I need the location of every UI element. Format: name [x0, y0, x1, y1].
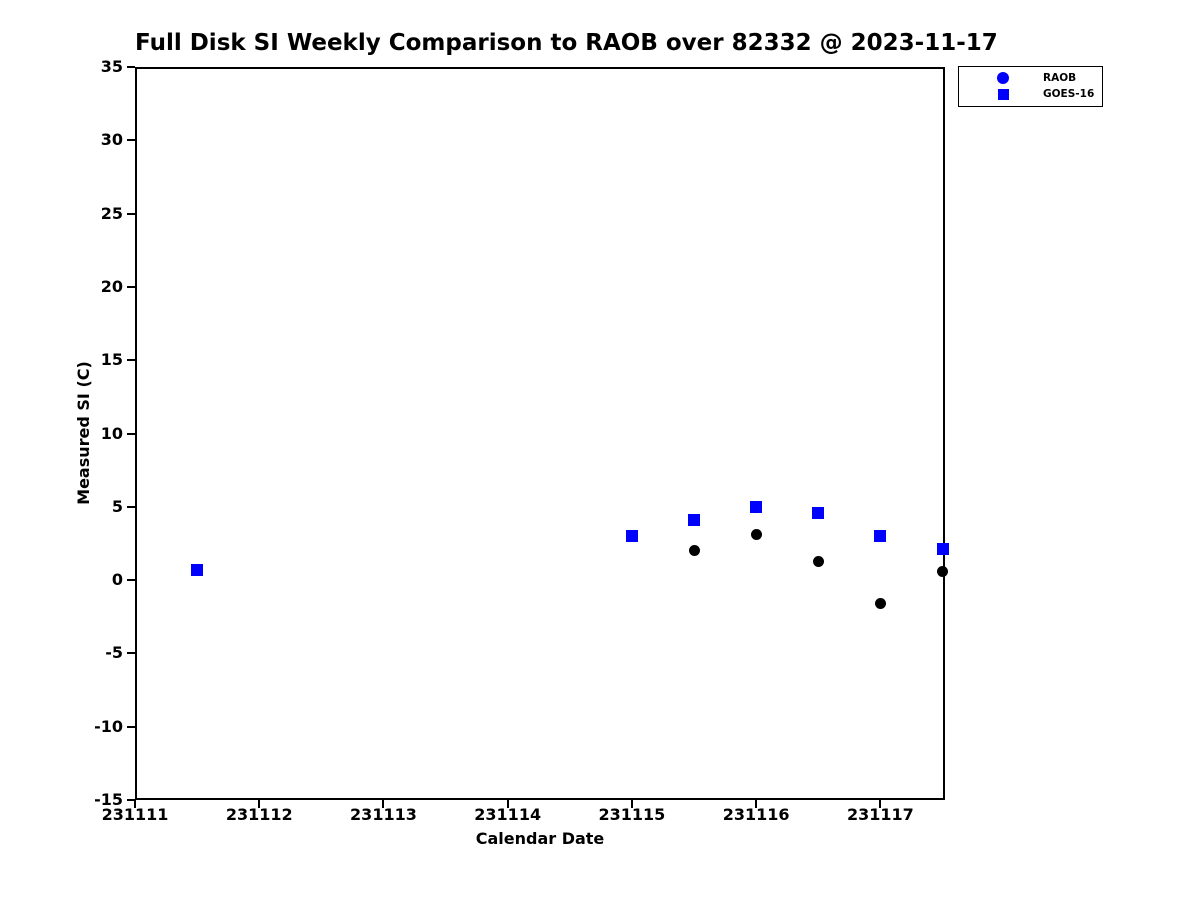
y-tick [127, 725, 135, 728]
y-tick [127, 505, 135, 508]
data-point-goes16 [812, 506, 825, 519]
data-point-goes16 [625, 530, 638, 543]
y-tick [127, 652, 135, 655]
x-tick [879, 800, 882, 808]
y-tick [127, 66, 135, 68]
y-tick-label: 10 [100, 423, 123, 443]
y-tick [127, 139, 135, 142]
x-axis-label: Calendar Date [475, 829, 605, 848]
data-point-goes16 [191, 563, 204, 576]
y-tick [127, 285, 135, 288]
chart-title: Full Disk SI Weekly Comparison to RAOB o… [135, 30, 998, 56]
y-tick-label: 15 [100, 350, 123, 370]
data-point-raob [750, 529, 762, 541]
legend-row: GOES-16 [959, 86, 1102, 102]
x-tick [506, 800, 509, 808]
y-tick-label: -15 [94, 790, 123, 809]
data-point-goes16 [688, 513, 701, 526]
y-tick [127, 799, 135, 801]
y-tick-label: 5 [111, 496, 123, 516]
y-tick-label: -5 [105, 643, 123, 663]
legend: RAOB GOES-16 [958, 66, 1103, 107]
y-tick-label: 25 [100, 203, 123, 223]
data-point-goes16 [750, 500, 763, 513]
y-tick-label: -10 [94, 716, 123, 736]
x-tick-label: 231116 [722, 805, 790, 824]
y-tick [127, 212, 135, 215]
legend-circle-icon [997, 72, 1009, 84]
data-point-raob [874, 598, 886, 610]
data-point-goes16 [936, 543, 949, 556]
x-tick [755, 800, 758, 808]
y-tick-label: 0 [111, 570, 123, 590]
data-point-raob [688, 545, 700, 557]
legend-label: GOES-16 [1043, 88, 1095, 100]
x-tick-label: 231114 [474, 805, 542, 824]
y-tick-label: 30 [100, 130, 123, 150]
x-tick-label: 231111 [101, 805, 169, 824]
y-tick [127, 579, 135, 582]
x-tick-label: 231115 [598, 805, 666, 824]
data-point-raob [812, 555, 824, 567]
y-tick [127, 359, 135, 362]
y-tick-label: 20 [100, 276, 123, 296]
legend-row: RAOB [959, 70, 1102, 86]
data-point-raob [937, 565, 948, 577]
data-point-goes16 [874, 530, 887, 543]
x-tick [630, 800, 633, 808]
x-tick-label: 231113 [350, 805, 417, 824]
y-tick-label: 35 [100, 57, 123, 76]
legend-label: RAOB [1043, 72, 1077, 84]
legend-square-icon [997, 88, 1009, 100]
x-tick [134, 800, 136, 808]
x-tick [382, 800, 385, 808]
y-tick [127, 432, 135, 435]
x-tick [258, 800, 261, 808]
plot-area [135, 67, 945, 800]
x-tick-label: 231117 [846, 805, 914, 824]
x-tick-label: 231112 [225, 805, 293, 824]
